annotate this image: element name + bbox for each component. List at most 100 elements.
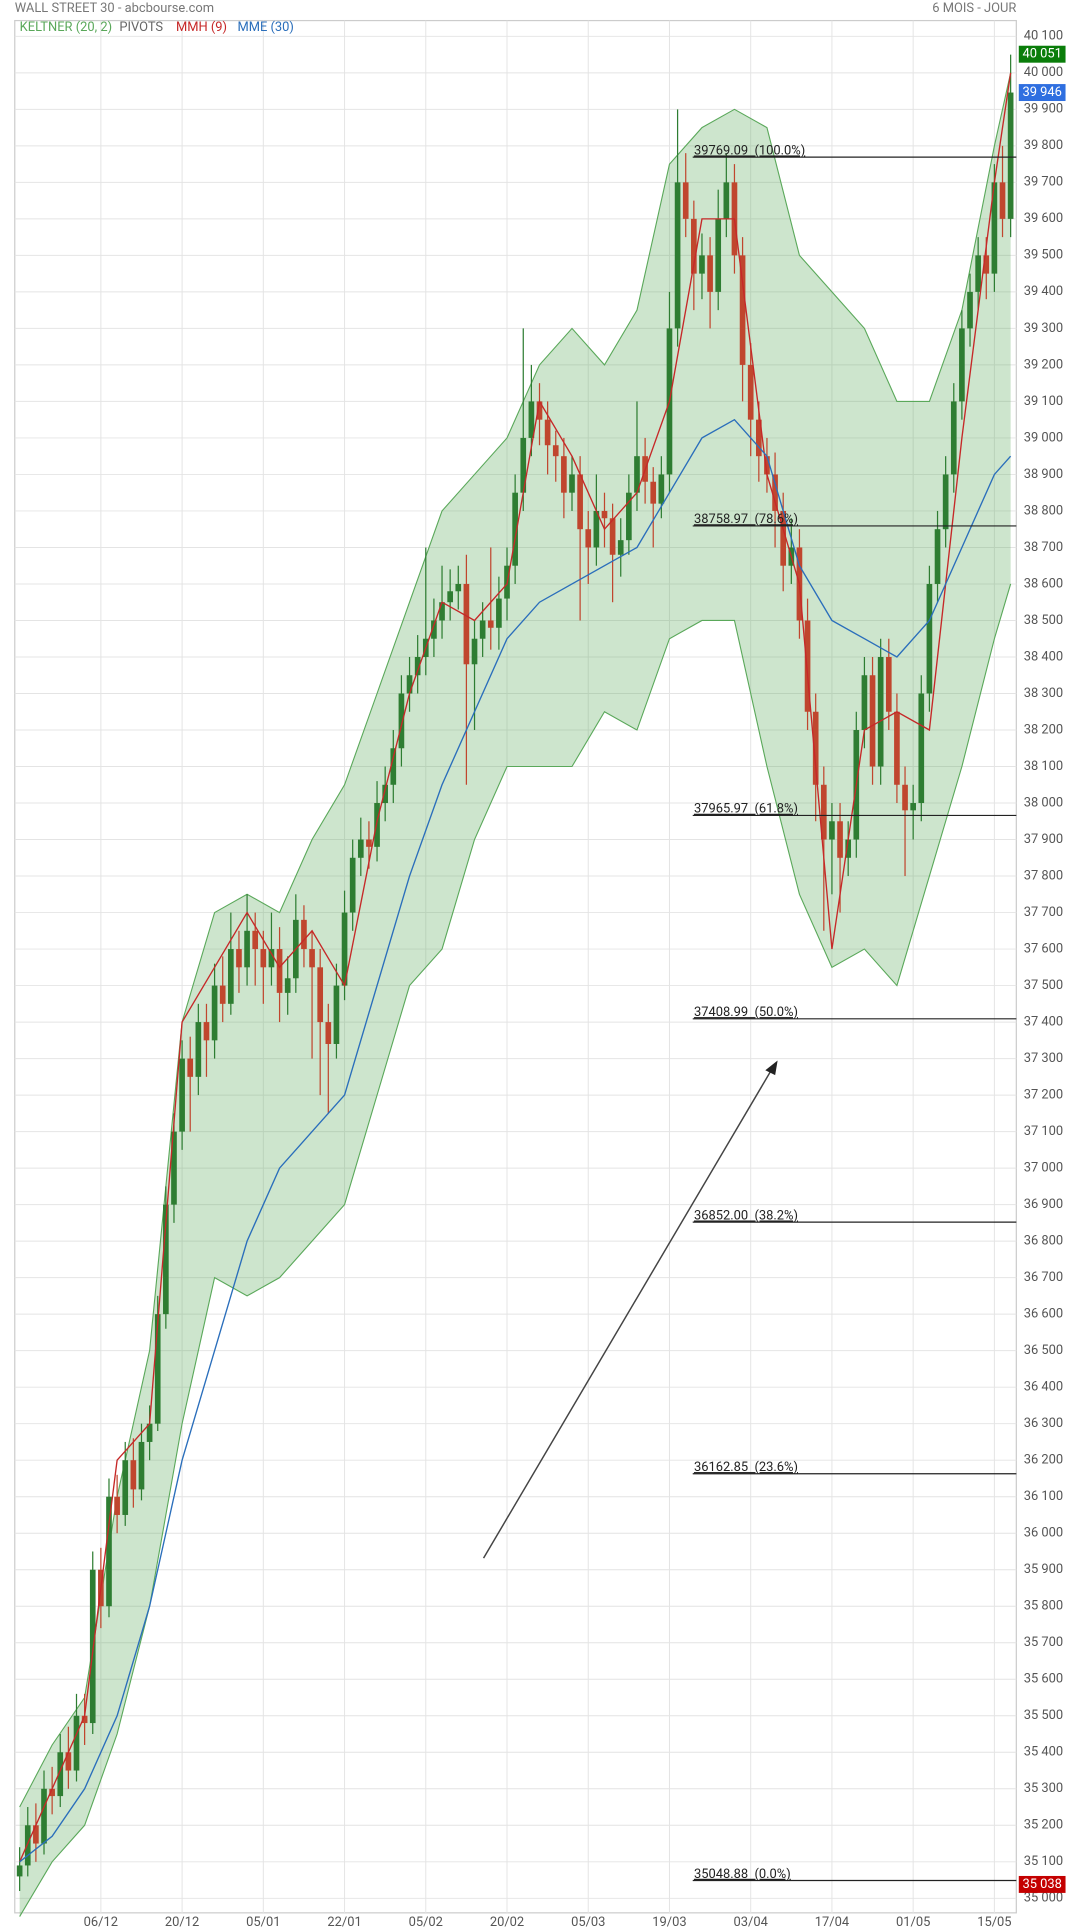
- candle-body: [764, 456, 770, 475]
- candle-body: [487, 620, 494, 628]
- candle-body: [699, 255, 705, 274]
- y-tick-label: 36 500: [1024, 1343, 1063, 1358]
- candle-body: [837, 821, 843, 858]
- y-tick-label: 36 600: [1024, 1307, 1063, 1322]
- y-tick-label: 37 800: [1024, 868, 1063, 883]
- y-tick-label: 38 900: [1024, 467, 1063, 482]
- candle-body: [195, 1022, 202, 1077]
- x-tick-label: 06/12: [84, 1915, 118, 1930]
- candle-body: [447, 591, 453, 603]
- candle-body: [122, 1460, 129, 1515]
- candle-body: [73, 1715, 80, 1771]
- candle-body: [885, 656, 892, 712]
- y-tick-label: 36 300: [1024, 1416, 1063, 1431]
- price-badge: [1018, 45, 1066, 63]
- y-tick-label: 39 400: [1024, 284, 1063, 299]
- candle-body: [357, 839, 364, 858]
- candle-body: [382, 784, 389, 804]
- candle-body: [739, 255, 746, 365]
- y-tick-label: 37 100: [1024, 1124, 1063, 1139]
- candle-body: [203, 1022, 210, 1041]
- x-tick-label: 17/04: [815, 1915, 849, 1930]
- price-badge-label: 39 946: [1022, 85, 1061, 100]
- y-tick-label: 39 900: [1024, 102, 1063, 117]
- y-tick-label: 35 100: [1024, 1854, 1063, 1869]
- price-badge-label: 35 038: [1022, 1877, 1061, 1892]
- candle-body: [626, 492, 632, 541]
- period: 6 MOIS - JOUR: [932, 1, 1016, 16]
- candle-body: [877, 656, 884, 767]
- candle-body: [276, 949, 283, 993]
- x-tick-label: 15/05: [977, 1915, 1011, 1930]
- legend-mmh: MMH (9): [176, 20, 227, 35]
- y-tick-label: 37 500: [1024, 978, 1063, 993]
- candle-body: [715, 218, 722, 292]
- candle-body: [829, 821, 835, 840]
- candle-body: [918, 693, 925, 804]
- candle-body: [260, 949, 267, 968]
- candle-body: [682, 182, 689, 219]
- candle-body: [317, 967, 324, 1023]
- candle-body: [934, 529, 941, 584]
- legend-pivots: PIVOTS: [119, 20, 163, 35]
- candle-body: [609, 518, 616, 555]
- y-tick-label: 37 000: [1024, 1161, 1063, 1176]
- candle-body: [211, 985, 218, 1041]
- indicator-line: [19, 418, 1012, 1863]
- candle-body: [65, 1752, 72, 1771]
- y-tick-label: 39 000: [1024, 430, 1063, 445]
- candle-body: [991, 182, 998, 274]
- candle-body: [49, 1788, 55, 1797]
- candle-body: [747, 364, 754, 420]
- y-tick-label: 35 000: [1024, 1891, 1063, 1906]
- candle-body: [390, 748, 397, 785]
- plot-area: [14, 19, 1017, 1914]
- x-tick-label: 05/03: [571, 1915, 605, 1930]
- candle-body: [325, 1022, 332, 1044]
- candle-body: [398, 693, 405, 749]
- candle-body: [57, 1752, 64, 1797]
- candle-body: [975, 255, 981, 292]
- candle-body: [463, 583, 470, 665]
- candle-body: [81, 1715, 88, 1724]
- candle-body: [341, 912, 348, 986]
- y-tick-label: 36 000: [1024, 1526, 1063, 1541]
- candle-body: [471, 638, 478, 665]
- candle-body: [577, 474, 583, 530]
- y-tick-label: 38 800: [1024, 503, 1063, 518]
- candle-body: [723, 182, 730, 219]
- candle-body: [219, 985, 226, 1004]
- candle-body: [406, 675, 413, 694]
- fib-label: 36852.00 (38.2%): [694, 1209, 798, 1224]
- candle-body: [309, 949, 315, 968]
- candle-body: [455, 583, 462, 592]
- y-tick-label: 36 900: [1024, 1197, 1063, 1212]
- candle-body: [601, 510, 608, 519]
- trend-arrow: [482, 1067, 774, 1559]
- y-tick-label: 35 700: [1024, 1635, 1063, 1650]
- fib-label: 37408.99 (50.0%): [694, 1005, 798, 1020]
- candle-body: [926, 583, 933, 694]
- candle-body: [171, 1131, 177, 1205]
- y-tick-label: 35 200: [1024, 1818, 1063, 1833]
- y-tick-label: 37 900: [1024, 832, 1063, 847]
- y-tick-label: 35 500: [1024, 1708, 1063, 1723]
- candle-body: [707, 255, 713, 292]
- x-tick-label: 20/02: [490, 1915, 524, 1930]
- candle-body: [163, 1204, 169, 1315]
- y-tick-label: 38 100: [1024, 759, 1063, 774]
- y-tick-label: 38 300: [1024, 686, 1063, 701]
- candle-body: [414, 656, 421, 676]
- y-tick-label: 38 000: [1024, 795, 1063, 810]
- legend-keltner: KELTNER (20, 2): [20, 20, 112, 35]
- candle-body: [780, 510, 787, 566]
- candle-body: [650, 481, 657, 504]
- y-tick-label: 36 700: [1024, 1270, 1063, 1285]
- y-tick-label: 35 800: [1024, 1599, 1063, 1614]
- candle-body: [366, 839, 372, 847]
- fib-label: 38758.97 (78.6%): [694, 512, 798, 527]
- y-tick-label: 37 700: [1024, 905, 1063, 920]
- candle-body: [349, 857, 356, 913]
- candle-body: [284, 978, 291, 993]
- candle-body: [983, 255, 990, 274]
